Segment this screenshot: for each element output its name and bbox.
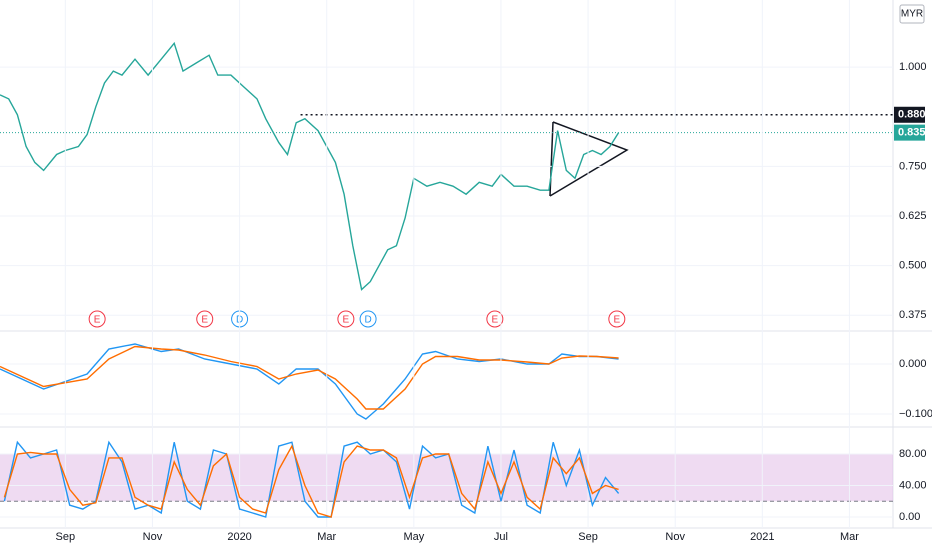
- y-tick-label: 40.00: [899, 479, 927, 491]
- event-marker: [196, 310, 214, 328]
- y-tick-label: 0.000: [899, 358, 927, 370]
- event-marker: [608, 310, 626, 328]
- x-tick-label: 2020: [227, 531, 251, 543]
- x-tick-label: May: [403, 531, 424, 543]
- x-tick-label: Nov: [143, 531, 163, 543]
- price-line: [0, 41, 620, 291]
- y-tick-label: 0.00: [899, 511, 920, 523]
- y-tick-label: 0.500: [899, 260, 927, 272]
- x-tick-label: Mar: [840, 531, 859, 543]
- y-tick-label: 0.625: [899, 210, 927, 222]
- event-label: E: [201, 315, 208, 326]
- indicator-line: [3, 440, 620, 518]
- event-label: E: [343, 315, 350, 326]
- event-label: D: [364, 315, 371, 326]
- stoch-band: [0, 453, 893, 502]
- x-tick-label: Nov: [665, 531, 685, 543]
- y-tick-label: 1.000: [899, 61, 927, 73]
- last-price-label: 0.835: [898, 127, 926, 139]
- event-marker: [337, 310, 355, 328]
- event-label: E: [94, 315, 101, 326]
- x-tick-label: Sep: [56, 531, 76, 543]
- event-marker: [486, 310, 504, 328]
- currency[interactable]: MYR: [901, 9, 923, 20]
- x-tick-label: Jul: [494, 531, 508, 543]
- y-tick-label: 0.375: [899, 309, 927, 321]
- x-tick-label: Sep: [578, 531, 598, 543]
- indicator-line: [3, 444, 619, 518]
- event-marker: [359, 310, 377, 328]
- triangle-pattern: [549, 121, 629, 197]
- y-tick-label: −0.100: [899, 408, 932, 420]
- y-tick-label: 0.750: [899, 160, 927, 172]
- level-label: 0.880: [898, 109, 926, 121]
- x-tick-label: 2021: [750, 531, 774, 543]
- x-tick-label: Mar: [317, 531, 336, 543]
- event-marker: [88, 310, 106, 328]
- event-label: E: [492, 315, 499, 326]
- level-label-box: [894, 106, 925, 123]
- last-price-box: [894, 124, 925, 141]
- y-tick-label: 80.00: [899, 448, 927, 460]
- currency-box[interactable]: [899, 4, 925, 24]
- event-label: E: [613, 315, 620, 326]
